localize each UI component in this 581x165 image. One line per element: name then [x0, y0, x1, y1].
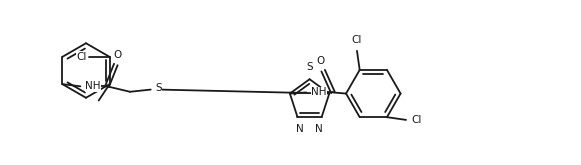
Text: Cl: Cl: [352, 35, 362, 45]
Text: Cl: Cl: [411, 115, 422, 125]
Text: S: S: [306, 62, 313, 72]
Text: NH: NH: [311, 87, 327, 98]
Text: N: N: [296, 124, 304, 134]
Text: S: S: [155, 83, 162, 94]
Text: N: N: [315, 124, 323, 134]
Text: NH: NH: [85, 81, 101, 91]
Text: Cl: Cl: [77, 52, 87, 62]
Text: O: O: [317, 56, 325, 66]
Text: O: O: [114, 50, 122, 60]
